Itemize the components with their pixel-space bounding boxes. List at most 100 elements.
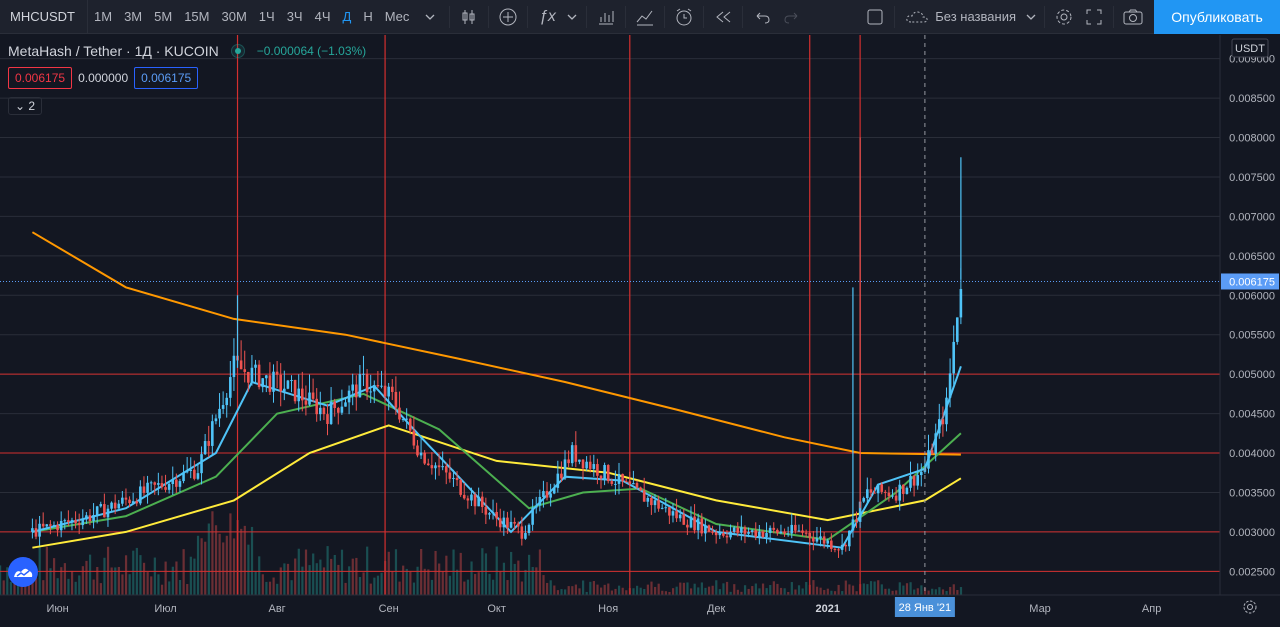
volume-bar <box>934 589 937 595</box>
interval-4-button[interactable]: 30M <box>221 9 247 24</box>
y-tick-label-9: 0.007000 <box>1229 211 1275 223</box>
candle-body <box>354 384 358 398</box>
volume-bar <box>700 582 703 595</box>
candle-body <box>88 515 92 522</box>
candle-body <box>941 419 945 425</box>
candle-body <box>160 483 164 488</box>
templates-icon[interactable] <box>630 0 660 34</box>
volume-bar <box>164 561 167 595</box>
y-tick-label-6: 0.005500 <box>1229 330 1275 342</box>
sell-price-button[interactable]: 0.006175 <box>8 67 73 89</box>
chart-area[interactable]: 0.002500 0.003000 0.003500 0.004000 0.004500… <box>0 35 1280 624</box>
candle-body <box>718 533 722 536</box>
volume-bar <box>376 575 380 595</box>
camera-icon[interactable] <box>1118 0 1148 34</box>
volume-bar <box>592 581 596 595</box>
candle-body <box>146 482 149 493</box>
candle-body <box>714 532 718 536</box>
y-tick-label-8: 0.006500 <box>1229 251 1275 263</box>
financials-icon[interactable] <box>591 0 621 34</box>
interval-2-button[interactable]: 5M <box>154 9 173 24</box>
interval-8-button[interactable]: Д <box>342 9 352 24</box>
redo-icon[interactable] <box>777 0 807 34</box>
volume-bar <box>355 557 358 595</box>
interval-3-button[interactable]: 15M <box>184 9 210 24</box>
candles-icon[interactable] <box>454 0 484 34</box>
candle-body <box>41 523 45 527</box>
tradingview-logo-icon[interactable] <box>8 557 38 587</box>
candle-body <box>171 479 175 485</box>
volume-bar <box>193 558 196 595</box>
candle-body <box>945 397 948 425</box>
volume-bar <box>891 590 894 595</box>
axis-settings-gear-icon[interactable] <box>1243 600 1257 614</box>
candle-body <box>804 532 808 534</box>
candle-body <box>840 544 844 550</box>
interval-10-button[interactable]: Мес <box>384 9 410 24</box>
volume-bar <box>528 554 531 595</box>
volume-bar <box>765 588 768 595</box>
volume-bar <box>520 581 524 595</box>
volume-bar <box>873 581 876 595</box>
candle-body <box>736 527 740 533</box>
fullscreen-select-icon[interactable] <box>860 0 890 34</box>
candle-body <box>106 508 110 518</box>
add-compare-icon[interactable] <box>493 0 523 34</box>
interval-0-button[interactable]: 1M <box>94 9 113 24</box>
undo-icon[interactable] <box>747 0 777 34</box>
volume-bar <box>542 575 545 595</box>
candle-body <box>211 421 214 446</box>
volume-bar <box>837 584 840 595</box>
candle-body <box>178 481 182 487</box>
volume-bar <box>290 580 293 595</box>
interval-1-button[interactable]: 3M <box>124 9 143 24</box>
y-tick-label-5: 0.005000 <box>1229 369 1275 381</box>
settings-gear-icon[interactable] <box>1049 0 1079 34</box>
candle-body <box>632 483 635 485</box>
candle-body <box>884 491 887 493</box>
candle-body <box>117 503 121 509</box>
market-status-icon[interactable] <box>230 44 245 58</box>
layout-name[interactable]: Без названия <box>899 0 1022 34</box>
candle-body <box>498 518 502 528</box>
candle-body <box>873 492 876 494</box>
volume-bar <box>826 588 829 595</box>
candle-body <box>59 520 63 531</box>
candle-body <box>912 475 916 486</box>
volume-bar <box>416 566 419 595</box>
candle-body <box>67 520 70 522</box>
publish-button[interactable]: Опубликовать <box>1154 0 1280 34</box>
volume-bar <box>52 558 56 595</box>
buy-price-button[interactable]: 0.006175 <box>134 67 199 89</box>
volume-bar <box>657 583 660 595</box>
chevron-down-icon[interactable] <box>1022 0 1040 34</box>
indicators-icon[interactable]: ƒx <box>538 7 556 25</box>
candle-body <box>909 475 912 488</box>
candle-body <box>664 507 668 509</box>
fullscreen-icon[interactable] <box>1079 0 1109 34</box>
volume-bar <box>304 549 308 595</box>
volume-bar <box>787 591 790 595</box>
symbol-search[interactable]: MHCUSDT <box>0 0 88 34</box>
volume-bar <box>704 587 707 595</box>
candle-body <box>693 516 696 531</box>
volume-bar <box>279 567 282 595</box>
interval-5-button[interactable]: 1Ч <box>258 9 275 24</box>
candle-body <box>182 472 185 482</box>
candle-body <box>473 494 477 507</box>
currency-label: USDT <box>1235 43 1265 55</box>
alert-icon[interactable] <box>669 0 699 34</box>
interval-9-button[interactable]: Н <box>363 9 373 24</box>
indicators-collapse-toggle[interactable]: ⌄ 2 <box>8 97 43 115</box>
candle-body <box>31 528 34 532</box>
candle-body <box>290 380 293 382</box>
candle-body <box>668 507 671 516</box>
interval-6-button[interactable]: 3Ч <box>286 9 303 24</box>
candle-body <box>272 371 275 392</box>
interval-7-button[interactable]: 4Ч <box>314 9 331 24</box>
chevron-down-icon[interactable] <box>415 0 445 34</box>
price-chart[interactable]: 0.002500 0.003000 0.003500 0.004000 0.004500… <box>0 35 1280 624</box>
replay-icon[interactable] <box>708 0 738 34</box>
chevron-down-icon[interactable] <box>562 0 582 34</box>
spread-value: 0.000000 <box>78 71 129 85</box>
